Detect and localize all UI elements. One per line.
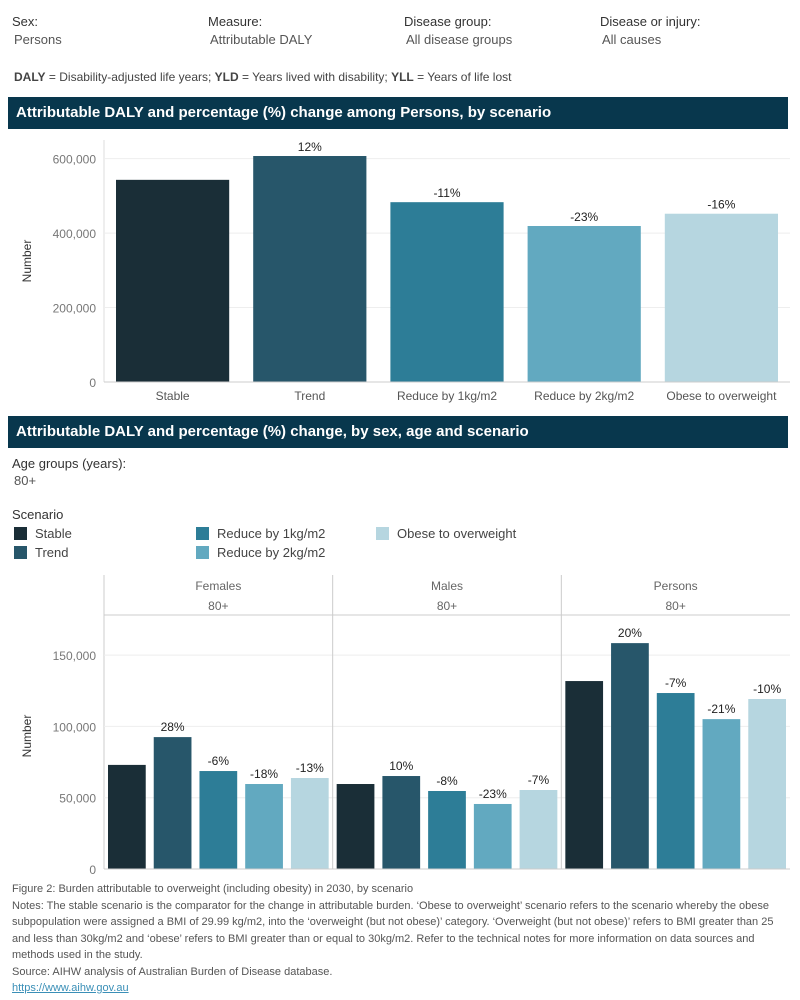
data-label: -23% [479,787,507,801]
panel-sex-label: Persons [654,579,698,593]
x-tick-label: Trend [294,389,325,403]
legend-swatch [376,527,389,540]
data-label: -18% [250,767,278,781]
data-label: 12% [298,140,322,154]
panel-age-label: 80+ [208,599,228,613]
y-tick-label: 100,000 [53,720,97,734]
filter-disease-group-value[interactable]: All disease groups [406,32,513,47]
legend-item[interactable]: Trend [14,545,68,560]
source-text: Source: AIHW analysis of Australian Burd… [12,965,333,978]
bar [519,789,558,869]
legend-label: Trend [35,545,69,560]
bar [199,771,238,869]
data-label: -8% [436,774,458,788]
panel-age-label: 80+ [437,599,457,613]
filter-measure-label: Measure: [208,14,263,29]
chart2-title: Attributable DALY and percentage (%) cha… [8,416,788,448]
notes-text: Notes: The stable scenario is the compar… [12,899,774,962]
bar [290,778,329,869]
source-link[interactable]: https://www.aihw.gov.au [12,982,129,994]
legend-swatch [14,527,27,540]
bar [527,226,641,382]
y-tick-label: 50,000 [59,792,96,806]
data-label: 10% [389,759,413,773]
data-label: -6% [208,754,230,768]
chart1: 0 200,000 400,000 600,000 Number Stable 12% Tre… [20,140,790,403]
y-tick-label: 400,000 [53,227,97,241]
x-tick-label: Reduce by 1kg/m2 [397,389,497,403]
footer-notes: Figure 2: Burden attributable to overwei… [12,881,792,997]
filter-disease-label: Disease or injury: [600,14,701,29]
bar [245,784,283,869]
y-tick-label: 150,000 [53,649,97,663]
bar [664,213,778,382]
data-label: 20% [618,626,642,640]
panel-sex-label: Males [431,579,463,593]
data-label: -7% [528,773,550,787]
legend-item[interactable]: Obese to overweight [376,526,516,541]
data-label: -10% [753,682,781,696]
bar [336,784,375,869]
x-tick-label: Obese to overweight [666,389,777,403]
legend-title: Scenario [12,507,64,522]
filter-sex-value[interactable]: Persons [14,32,62,47]
bar [656,693,695,869]
legend-item[interactable]: Reduce by 2kg/m2 [196,545,325,560]
bar [253,156,367,382]
legend-label: Reduce by 2kg/m2 [217,545,326,560]
bar [116,179,230,382]
data-label: -11% [433,186,460,200]
y-tick-label: 200,000 [53,302,97,316]
y-tick-label: 600,000 [53,153,97,167]
legend-label: Reduce by 1kg/m2 [217,526,326,541]
bar [748,699,786,869]
x-tick-label: Stable [156,389,190,403]
data-label: -7% [665,676,687,690]
legend-label: Obese to overweight [397,526,517,541]
bar [153,737,192,869]
bar [382,776,421,869]
figure-caption: Figure 2: Burden attributable to overwei… [12,883,414,895]
bar [611,643,649,869]
legend-swatch [196,527,209,540]
legend-swatch [196,546,209,559]
data-label: -16% [707,198,735,212]
y-axis-title: Number [20,715,34,758]
bar [565,681,604,869]
legend-item[interactable]: Reduce by 1kg/m2 [196,526,325,541]
data-label: -23% [570,210,598,224]
data-label: -21% [707,702,735,716]
bar [390,202,504,382]
legend-item[interactable]: Stable [14,526,72,541]
legend-swatch [14,546,27,559]
filter-measure-value[interactable]: Attributable DALY [210,32,313,47]
data-label: -13% [296,761,324,775]
filter-disease-value[interactable]: All causes [602,32,662,47]
filter-sex-label: Sex: [12,14,39,29]
age-group-label: Age groups (years): [12,456,127,471]
panel-sex-label: Females [195,579,241,593]
chart2: 0 50,000 100,000 150,000 Number Females 80+ 28%… [20,575,790,877]
y-tick-label: 0 [89,863,96,877]
bar [702,719,741,869]
panel-age-label: 80+ [665,599,685,613]
chart1-title: Attributable DALY and percentage (%) cha… [8,97,788,129]
x-tick-label: Reduce by 2kg/m2 [534,389,634,403]
abbreviations: DALY = Disability-adjusted life years; Y… [14,70,512,84]
filter-disease-group-label: Disease group: [404,14,492,29]
y-tick-label: 0 [89,376,96,390]
bar [473,803,512,869]
age-group-value[interactable]: 80+ [14,473,37,488]
bar [428,790,466,869]
data-label: 28% [161,720,185,734]
y-axis-title: Number [20,240,34,283]
bar [108,764,146,869]
legend-label: Stable [35,526,72,541]
